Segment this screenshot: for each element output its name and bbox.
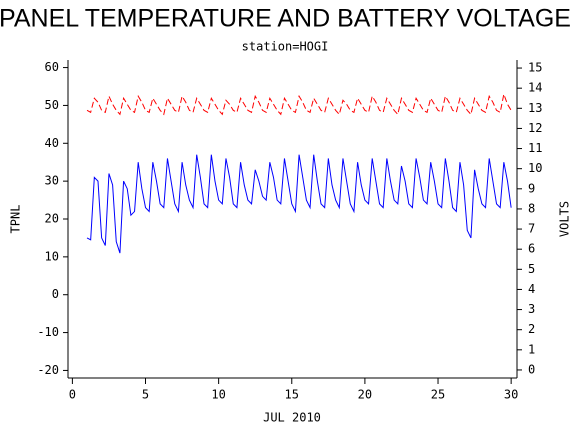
y2-tick-label: 2	[528, 322, 535, 336]
y2-tick-label: 15	[528, 61, 542, 75]
y-tick-label: 0	[52, 287, 59, 301]
y2-tick-label: 4	[528, 282, 535, 296]
x-tick-label: 15	[285, 388, 299, 402]
y2-tick-label: 7	[528, 222, 535, 236]
y2-tick-label: 10	[528, 161, 542, 175]
y-tick-label: 50	[45, 98, 59, 112]
x-tick-label: 30	[504, 388, 518, 402]
x-tick-label: 0	[69, 388, 76, 402]
x-tick-label: 5	[142, 388, 149, 402]
y-tick-label: 10	[45, 249, 59, 263]
x-tick-label: 25	[431, 388, 445, 402]
chart-title: PANEL TEMPERATURE AND BATTERY VOLTAGE	[0, 5, 570, 33]
y2-tick-label: 3	[528, 302, 535, 316]
y-tick-label: 30	[45, 174, 59, 188]
y2-tick-label: 5	[528, 262, 535, 276]
y2-tick-label: 13	[528, 101, 542, 115]
y2-tick-label: 1	[528, 342, 535, 356]
y-tick-label: 60	[45, 60, 59, 74]
y2-tick-label: 8	[528, 201, 535, 215]
y-tick-label: -10	[37, 325, 59, 339]
y2-tick-label: 9	[528, 181, 535, 195]
y2-tick-label: 14	[528, 81, 542, 95]
y-tick-label: -20	[37, 363, 59, 377]
y2-tick-label: 6	[528, 242, 535, 256]
series-line	[86, 92, 512, 116]
y-axis-label: TPNL	[9, 205, 23, 234]
x-tick-label: 20	[358, 388, 372, 402]
x-axis-label: JUL 2010	[263, 411, 321, 425]
y2-tick-label: 11	[528, 141, 542, 155]
x-tick-label: 10	[211, 388, 225, 402]
y2-tick-label: 0	[528, 362, 535, 376]
y2-tick-label: 12	[528, 121, 542, 135]
series-line	[86, 154, 512, 254]
y-tick-label: 20	[45, 212, 59, 226]
chart-subtitle: station=HOGI	[242, 40, 329, 54]
y-tick-label: 40	[45, 136, 59, 150]
y2-axis-label: VOLTS	[558, 201, 570, 237]
